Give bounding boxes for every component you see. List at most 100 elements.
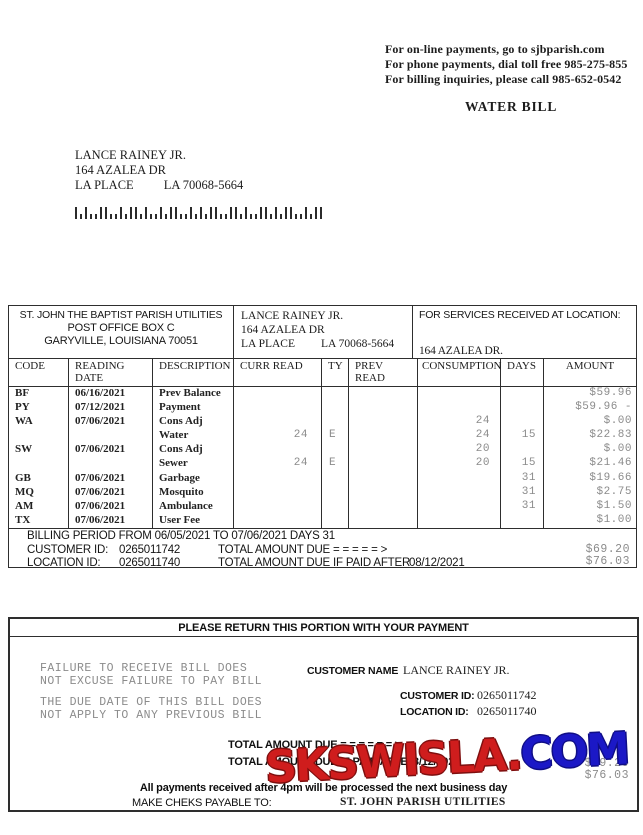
col-header-reading-date: READING DATE xyxy=(69,359,153,386)
barcode-bar xyxy=(130,207,132,219)
charges-table-row: AM 07/06/2021 Ambulance 31 $1.50 xyxy=(9,499,636,514)
barcode-bar xyxy=(85,207,87,219)
cell-days xyxy=(501,443,544,458)
total-due-after-amount: $76.03 xyxy=(585,555,630,568)
cell-curr-read xyxy=(234,387,322,402)
stub-customer-id: 0265011742 xyxy=(477,688,537,702)
charges-table-header: CODE READING DATE DESCRIPTION CURR READ … xyxy=(9,359,636,387)
barcode-bar xyxy=(135,207,137,219)
total-due-label: TOTAL AMOUNT DUE = = = = = > xyxy=(218,544,388,556)
barcode-bar xyxy=(140,214,142,219)
cell-prev-read xyxy=(349,485,418,500)
barcode-bar xyxy=(160,207,162,219)
postnet-barcode xyxy=(75,201,325,219)
cell-consumption: 20 xyxy=(418,457,501,472)
stub-total-due-amount: $69.20 xyxy=(584,757,629,770)
cell-curr-read: 24 xyxy=(234,457,322,472)
cell-consumption xyxy=(418,401,501,416)
cell-prev-read xyxy=(349,457,418,472)
stub-customer-id-label: CUSTOMER ID: xyxy=(400,690,475,702)
cell-days xyxy=(501,387,544,402)
cell-description: Sewer xyxy=(153,457,234,472)
stub-title: PLEASE RETURN THIS PORTION WITH YOUR PAY… xyxy=(178,622,469,634)
charges-table: ST. JOHN THE BAPTIST PARISH UTILITIES PO… xyxy=(8,305,637,569)
stub-total-due-after-label: TOTAL AMOUNT DUE IF PAID AFTER xyxy=(228,756,416,768)
barcode-bar xyxy=(255,214,257,219)
col-header-code: CODE xyxy=(9,359,69,386)
stub-due-after-date: 08/12/2021 xyxy=(407,756,461,768)
charges-table-row: BF 06/16/2021 Prev Balance $59.96 xyxy=(9,387,636,402)
cell-prev-read xyxy=(349,429,418,444)
charges-table-row: TX 07/06/2021 User Fee $1.00 xyxy=(9,513,636,528)
col-header-amount: AMOUNT xyxy=(565,360,615,372)
col-header-description: DESCRIPTION xyxy=(153,359,234,386)
barcode-bar xyxy=(95,214,97,219)
service-location-address: 164 AZALEA DR. xyxy=(419,345,503,357)
service-location-box: FOR SERVICES RECEIVED AT LOCATION: 164 A… xyxy=(413,306,636,358)
barcode-bar xyxy=(180,214,182,219)
cell-consumption: 20 xyxy=(418,443,501,458)
cell-ty xyxy=(322,443,349,458)
barcode-bar xyxy=(190,207,192,219)
mail-city: LA PLACE xyxy=(75,178,134,192)
cell-curr-read xyxy=(234,415,322,430)
cell-amount: $.00 xyxy=(603,415,632,428)
phone-payment-line: For phone payments, dial toll free 985-2… xyxy=(385,57,628,71)
billing-period-line: BILLING PERIOD FROM 06/05/2021 TO 07/06/… xyxy=(27,530,335,542)
cell-code: PY xyxy=(9,401,69,416)
cell-prev-read xyxy=(349,499,418,514)
cell-amount: $1.50 xyxy=(596,499,632,512)
cell-curr-read xyxy=(234,513,322,528)
col-header-ty: TY xyxy=(322,359,349,386)
mail-street: 164 AZALEA DR xyxy=(75,163,166,177)
cell-ty: E xyxy=(322,429,349,444)
cell-amount: $1.00 xyxy=(596,513,632,526)
cell-amount: $22.83 xyxy=(589,429,632,442)
barcode-bar xyxy=(315,207,317,219)
barcode-bar xyxy=(175,207,177,219)
cell-code xyxy=(9,429,69,444)
barcode-bar xyxy=(100,207,102,219)
mail-state-zip: LA 70068-5664 xyxy=(163,178,244,192)
barcode-bar xyxy=(260,207,262,219)
cell-consumption: 24 xyxy=(418,429,501,444)
cell-curr-read xyxy=(234,499,322,514)
barcode-bar xyxy=(200,207,202,219)
cell-amount: $2.75 xyxy=(596,485,632,498)
cell-prev-read xyxy=(349,401,418,416)
cell-reading-date: 07/12/2021 xyxy=(69,401,153,416)
payee-name: ST. JOHN PARISH UTILITIES xyxy=(340,796,506,808)
bill-header-boxes: ST. JOHN THE BAPTIST PARISH UTILITIES PO… xyxy=(9,306,636,359)
utility-city: GARYVILLE, LOUISIANA 70051 xyxy=(44,335,198,347)
payment-info-block: For on-line payments, go to sjbparish.co… xyxy=(385,42,627,87)
cell-days xyxy=(501,401,544,416)
col-header-consumption: CONSUMPTION xyxy=(418,359,501,386)
customer-city: LA PLACE xyxy=(241,338,295,350)
barcode-bar xyxy=(290,207,292,219)
charges-table-row: Sewer 24 E 20 15 $21.46 xyxy=(9,457,636,472)
barcode-bar xyxy=(115,214,117,219)
customer-id-value: 0265011742 xyxy=(119,544,181,556)
barcode-bar xyxy=(245,207,247,219)
cell-days xyxy=(501,415,544,430)
barcode-bar xyxy=(170,207,172,219)
barcode-bar xyxy=(280,214,282,219)
stub-customer-name-label: CUSTOMER NAME xyxy=(307,665,399,677)
after-4pm-note: All payments received after 4pm will be … xyxy=(139,782,508,794)
total-due-after-label: TOTAL AMOUNT DUE IF PAID AFTER xyxy=(218,557,411,569)
cell-code: WA xyxy=(9,415,69,430)
mailing-address: LANCE RAINEY JR. 164 AZALEA DR LA PLACE L… xyxy=(75,148,243,193)
cell-description: User Fee xyxy=(153,513,234,528)
cell-reading-date xyxy=(69,429,153,444)
service-location-label: FOR SERVICES RECEIVED AT LOCATION: xyxy=(419,309,621,321)
barcode-bar xyxy=(225,214,227,219)
barcode-bar xyxy=(75,207,77,219)
cell-prev-read xyxy=(349,443,418,458)
watermark-blue-text: COM xyxy=(519,723,630,781)
barcode-bar xyxy=(250,214,252,219)
stub-customer-name: LANCE RAINEY JR. xyxy=(403,663,510,677)
cell-description: Mosquito xyxy=(153,485,234,500)
cell-amount: $21.46 xyxy=(589,457,632,470)
cell-description: Prev Balance xyxy=(153,387,234,402)
